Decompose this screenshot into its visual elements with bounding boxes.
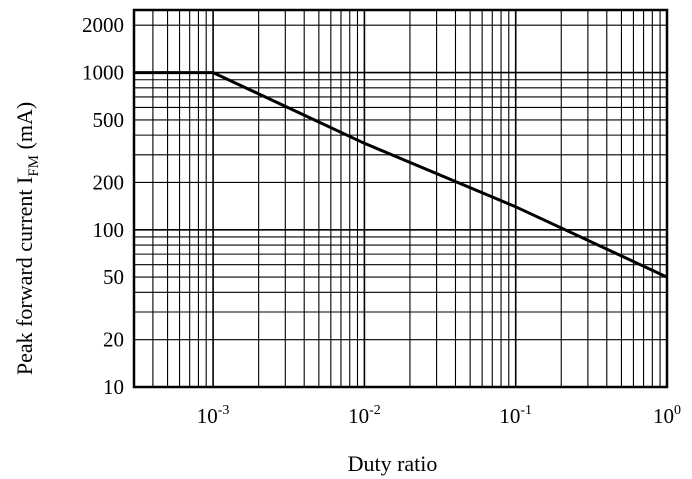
y-tick-labels: 10 20 50 100 200 500 1000 2000 xyxy=(82,13,124,399)
y-tick-label: 100 xyxy=(93,218,125,242)
y-tick-label: 500 xyxy=(93,108,125,132)
x-tick-label: 10-2 xyxy=(348,403,381,428)
grid-lines xyxy=(133,10,667,387)
series-line xyxy=(134,71,668,279)
plot-frame xyxy=(132,8,669,389)
y-tick-label: 2000 xyxy=(82,13,124,37)
y-axis-label-prefix: Peak forward current I xyxy=(12,177,37,376)
y-tick-label: 20 xyxy=(103,328,124,352)
x-tick-label: 10-3 xyxy=(197,403,230,428)
x-tick-label: 100 xyxy=(653,403,681,428)
series-layer xyxy=(134,71,668,279)
y-axis-label-suffix: (mA) xyxy=(12,102,37,155)
y-axis-label: Peak forward current IFM (mA) xyxy=(12,102,42,375)
y-tick-label: 50 xyxy=(103,265,124,289)
y-tick-label: 200 xyxy=(93,170,125,194)
y-tick-label: 1000 xyxy=(82,61,124,85)
y-tick-label: 10 xyxy=(103,375,124,399)
y-axis-label-subscript: FM xyxy=(26,155,42,177)
x-tick-label: 10-1 xyxy=(499,403,532,428)
x-tick-labels: 10-3 10-2 10-1 100 xyxy=(197,403,681,428)
x-axis-label: Duty ratio xyxy=(348,451,438,476)
